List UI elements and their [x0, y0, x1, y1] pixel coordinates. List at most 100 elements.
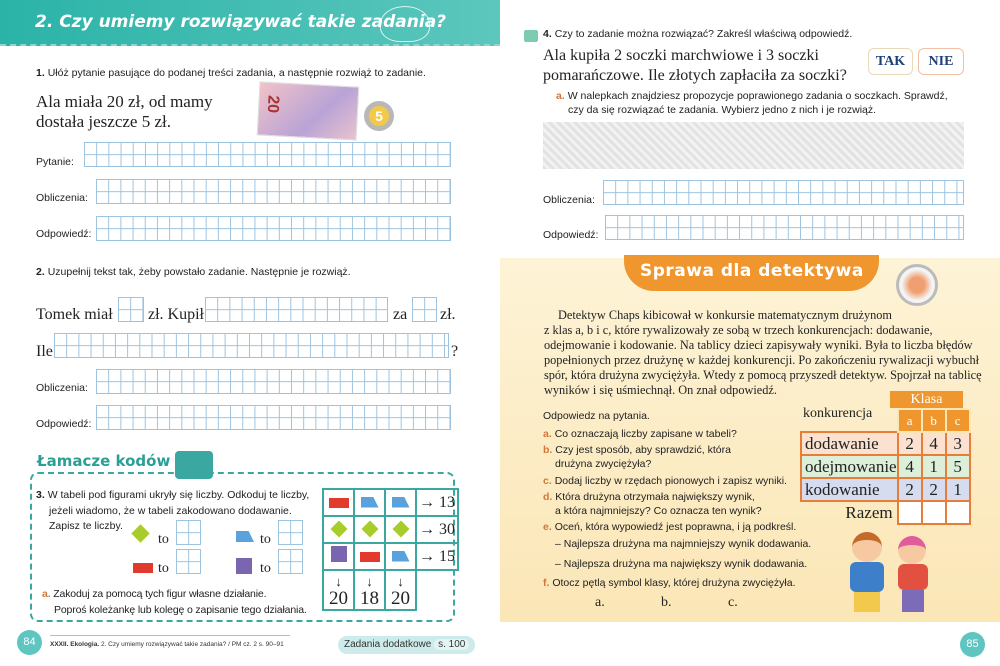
story-line: Detektyw Chaps kibicował w konkursie mat… [558, 308, 892, 322]
task3a: a. Zakoduj za pomocą tych figur własne d… [42, 587, 307, 618]
sticker-placeholder[interactable] [543, 122, 964, 169]
rectangle-shape [328, 497, 349, 508]
story-line: dostała jeszcze 5 zł. [36, 112, 171, 131]
answer-grid[interactable] [96, 216, 451, 241]
rectangle-value-grid[interactable] [176, 549, 201, 574]
yes-option[interactable]: TAK [868, 48, 913, 75]
q-text: Dodaj liczby w rzędach pionowych i zapis… [554, 475, 787, 487]
q-letter: d. [543, 491, 553, 503]
to-label: to [260, 561, 271, 576]
q-letter: b. [543, 444, 553, 456]
price-input-grid[interactable] [412, 297, 437, 322]
task-text: W tabeli pod figurami ukryły się liczby.… [47, 489, 310, 501]
score-cell: 1 [944, 477, 971, 502]
trapezoid-value-grid[interactable] [278, 520, 303, 545]
question-a: a. Co oznaczają liczby zapisane w tabeli… [543, 427, 737, 441]
calculations-grid[interactable] [96, 179, 451, 204]
calculations-label: Obliczenia: [36, 382, 88, 394]
magnifier-icon [896, 264, 938, 306]
coin-image: 5 [364, 101, 394, 131]
table-row: ↓ 20 ↓ 18 ↓ 20 [322, 569, 458, 611]
question-answer-grid[interactable] [84, 142, 451, 167]
fox-doodle-icon [380, 6, 430, 42]
down-arrow-icon: ↓ [366, 574, 373, 589]
banknote-image: 20 [256, 81, 360, 141]
q-text: Która drużyna otrzymała największy wynik… [555, 491, 755, 503]
square-value-grid[interactable] [278, 549, 303, 574]
item-input-grid[interactable] [205, 297, 388, 322]
detective-story: Detektyw Chaps kibicował w konkursie mat… [544, 308, 982, 398]
competition-header: konkurencja [803, 406, 873, 421]
class-col-header: a [896, 408, 923, 433]
q-text: drużyna zwyciężyła? [555, 458, 652, 470]
class-option[interactable]: a. [595, 595, 605, 610]
rectangle-shape [133, 563, 153, 573]
story-line: spór, która drużyna zwyciężyła. Wtedy z … [544, 368, 982, 382]
total-input[interactable] [944, 500, 971, 525]
question-f: f. Otocz pętlą symbol klasy, której druż… [543, 576, 795, 590]
task2-instruction: 2. Uzupełnij tekst tak, żeby powstało za… [36, 266, 351, 278]
table-row: odejmowanie 4 1 5 [800, 454, 971, 479]
answer-grid[interactable] [96, 405, 451, 430]
answer-grid[interactable] [605, 215, 964, 240]
to-label: to [158, 561, 169, 576]
page-number: 84 [17, 630, 42, 655]
kids-illustration [840, 528, 950, 616]
results-table: a b c dodawanie 2 4 3 odejmowanie 4 1 5 kodowa… [800, 408, 971, 525]
story-line: z klas a, b i c, które rywalizowały ze s… [544, 323, 933, 337]
story-line: popełnionych przez drużynę w każdej konk… [544, 353, 980, 367]
story-text: za [393, 306, 408, 323]
extra-tasks-link[interactable]: Zadania dodatkowe s. 100 [338, 636, 476, 654]
score-cell: 2 [920, 477, 947, 502]
table-row: dodawanie 2 4 3 [800, 431, 971, 456]
amount-input-grid[interactable] [118, 297, 144, 322]
row-sum: → 15 [415, 542, 459, 571]
class-option[interactable]: b. [661, 595, 672, 610]
calculations-label: Obliczenia: [36, 192, 88, 204]
col-sum-cell: ↓ 20 [322, 569, 355, 611]
task4-story: Ala kupiła 2 soczki marchwiowe i 3 soczk… [543, 46, 847, 86]
col-sum-cell: ↓ 18 [353, 569, 386, 611]
total-input[interactable] [896, 500, 923, 525]
task-number: 1. [36, 67, 45, 79]
diamond-shape [392, 520, 409, 537]
competition-name: dodawanie [800, 431, 899, 456]
q-letter: e. [543, 521, 552, 533]
col-sum: 20 [391, 588, 410, 609]
q-text: Czy jest sposób, aby sprawdzić, która [555, 444, 731, 456]
total-input[interactable] [920, 500, 947, 525]
task-text: Poproś koleżankę lub kolegę o zapisanie … [54, 603, 307, 616]
detective-banner [624, 255, 879, 291]
story-line: Ala kupiła 2 soczki marchwiowe i 3 soczk… [543, 47, 819, 64]
q-text: a która najmniejszy? Co oznacza ten wyni… [555, 505, 762, 517]
footer-reference: XXXII. Ekologia. 2. Czy umiemy rozwiązyw… [50, 641, 284, 648]
calculations-grid[interactable] [603, 180, 964, 205]
competition-name: odejmowanie [800, 454, 899, 479]
answer-option[interactable]: – Najlepsza drużyna ma największy wynik … [555, 558, 808, 570]
class-option[interactable]: c. [728, 595, 738, 610]
diamond-shape [330, 520, 347, 537]
class-col-header: b [920, 408, 947, 433]
coin-value: 5 [375, 108, 383, 124]
question-input-grid[interactable] [54, 333, 449, 358]
no-option[interactable]: NIE [918, 48, 964, 75]
story-text: ? [451, 343, 459, 360]
score-cell: 3 [944, 431, 971, 456]
story-text: zł. [440, 306, 456, 323]
col-sum: 20 [329, 588, 348, 609]
task-text: W nalepkach znajdziesz propozycje popraw… [567, 90, 948, 102]
square-shape [236, 558, 252, 574]
score-cell: 1 [920, 454, 947, 479]
diamond-shape [361, 520, 378, 537]
calculations-grid[interactable] [96, 369, 451, 394]
answer-option[interactable]: – Najlepsza drużyna ma najmniejszy wynik… [555, 538, 812, 550]
story-line: odejmowanie i kodowanie. Na tablicy dzie… [544, 338, 973, 352]
question-c: c. Dodaj liczby w rzędach pionowych i za… [543, 474, 787, 488]
rectangle-shape [359, 551, 380, 562]
task1-instruction: 1. Ułóż pytanie pasujące do podanej treś… [36, 67, 426, 79]
diamond-value-grid[interactable] [176, 520, 201, 545]
question-b: b. Czy jest sposób, aby sprawdzić, która… [543, 443, 731, 471]
task-text: czy da się rozwiązać te zadania. Wybierz… [568, 104, 877, 116]
task4a: a. W nalepkach znajdziesz propozycje pop… [556, 89, 948, 117]
task-number: 2. [36, 266, 45, 278]
